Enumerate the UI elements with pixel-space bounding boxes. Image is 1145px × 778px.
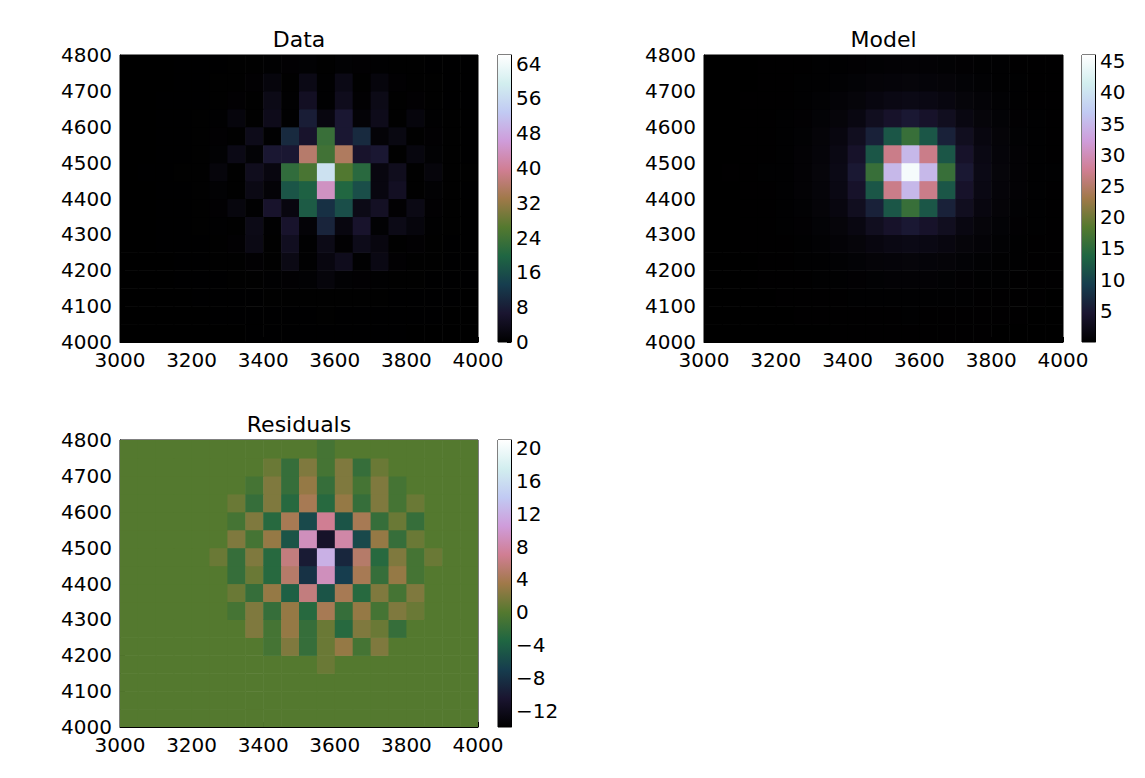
- svg-text:3400: 3400: [238, 733, 289, 757]
- svg-text:35: 35: [1100, 112, 1125, 136]
- svg-text:4000: 4000: [61, 330, 112, 354]
- svg-text:4600: 4600: [645, 115, 696, 139]
- svg-text:3400: 3400: [238, 348, 289, 372]
- svg-text:16: 16: [516, 469, 541, 493]
- svg-text:8: 8: [516, 535, 529, 559]
- svg-text:3400: 3400: [822, 348, 873, 372]
- svg-text:4700: 4700: [645, 79, 696, 103]
- svg-text:3600: 3600: [894, 348, 945, 372]
- svg-text:24: 24: [516, 226, 541, 250]
- svg-text:3800: 3800: [381, 348, 432, 372]
- svg-text:45: 45: [1100, 49, 1125, 73]
- svg-text:3200: 3200: [166, 733, 217, 757]
- svg-text:32: 32: [516, 191, 541, 215]
- svg-text:4800: 4800: [61, 428, 112, 452]
- svg-text:4400: 4400: [61, 187, 112, 211]
- svg-text:4100: 4100: [645, 294, 696, 318]
- svg-text:4000: 4000: [453, 348, 504, 372]
- svg-text:4600: 4600: [61, 115, 112, 139]
- svg-text:20: 20: [516, 436, 541, 460]
- svg-text:4300: 4300: [645, 222, 696, 246]
- svg-text:4200: 4200: [61, 258, 112, 282]
- svg-text:4100: 4100: [61, 294, 112, 318]
- svg-text:4600: 4600: [61, 500, 112, 524]
- svg-text:5: 5: [1100, 299, 1113, 323]
- svg-text:56: 56: [516, 86, 541, 110]
- svg-text:4800: 4800: [645, 43, 696, 67]
- svg-text:4000: 4000: [453, 733, 504, 757]
- svg-text:4000: 4000: [61, 715, 112, 739]
- svg-text:3800: 3800: [966, 348, 1017, 372]
- svg-text:10: 10: [1100, 268, 1125, 292]
- svg-text:4700: 4700: [61, 79, 112, 103]
- svg-text:4000: 4000: [1038, 348, 1089, 372]
- svg-text:3800: 3800: [381, 733, 432, 757]
- svg-text:Data: Data: [273, 27, 326, 52]
- svg-text:16: 16: [516, 260, 541, 284]
- svg-text:4500: 4500: [645, 151, 696, 175]
- svg-text:0: 0: [516, 330, 529, 354]
- svg-text:40: 40: [1100, 80, 1125, 104]
- svg-text:−8: −8: [516, 666, 545, 690]
- svg-text:12: 12: [516, 502, 541, 526]
- svg-text:25: 25: [1100, 174, 1125, 198]
- svg-text:3600: 3600: [309, 348, 360, 372]
- svg-text:4400: 4400: [61, 572, 112, 596]
- svg-text:Residuals: Residuals: [247, 412, 351, 437]
- svg-text:Model: Model: [850, 27, 916, 52]
- svg-text:−4: −4: [516, 633, 545, 657]
- svg-text:4300: 4300: [61, 222, 112, 246]
- svg-text:3000: 3000: [95, 733, 146, 757]
- svg-text:4300: 4300: [61, 607, 112, 631]
- svg-text:0: 0: [516, 600, 529, 624]
- svg-text:48: 48: [516, 121, 541, 145]
- svg-text:30: 30: [1100, 143, 1125, 167]
- svg-text:20: 20: [1100, 205, 1125, 229]
- svg-text:4000: 4000: [645, 330, 696, 354]
- svg-text:4800: 4800: [61, 43, 112, 67]
- svg-text:4500: 4500: [61, 536, 112, 560]
- svg-text:3200: 3200: [750, 348, 801, 372]
- svg-text:8: 8: [516, 295, 529, 319]
- svg-text:40: 40: [516, 156, 541, 180]
- svg-text:3200: 3200: [166, 348, 217, 372]
- svg-text:3000: 3000: [679, 348, 730, 372]
- svg-text:4200: 4200: [645, 258, 696, 282]
- svg-text:4500: 4500: [61, 151, 112, 175]
- svg-text:3000: 3000: [95, 348, 146, 372]
- svg-text:4200: 4200: [61, 643, 112, 667]
- svg-text:4700: 4700: [61, 464, 112, 488]
- svg-text:4100: 4100: [61, 679, 112, 703]
- svg-text:−12: −12: [516, 699, 558, 723]
- svg-text:15: 15: [1100, 236, 1125, 260]
- svg-text:3600: 3600: [309, 733, 360, 757]
- svg-text:4: 4: [516, 567, 529, 591]
- svg-text:4400: 4400: [645, 187, 696, 211]
- svg-text:64: 64: [516, 52, 541, 76]
